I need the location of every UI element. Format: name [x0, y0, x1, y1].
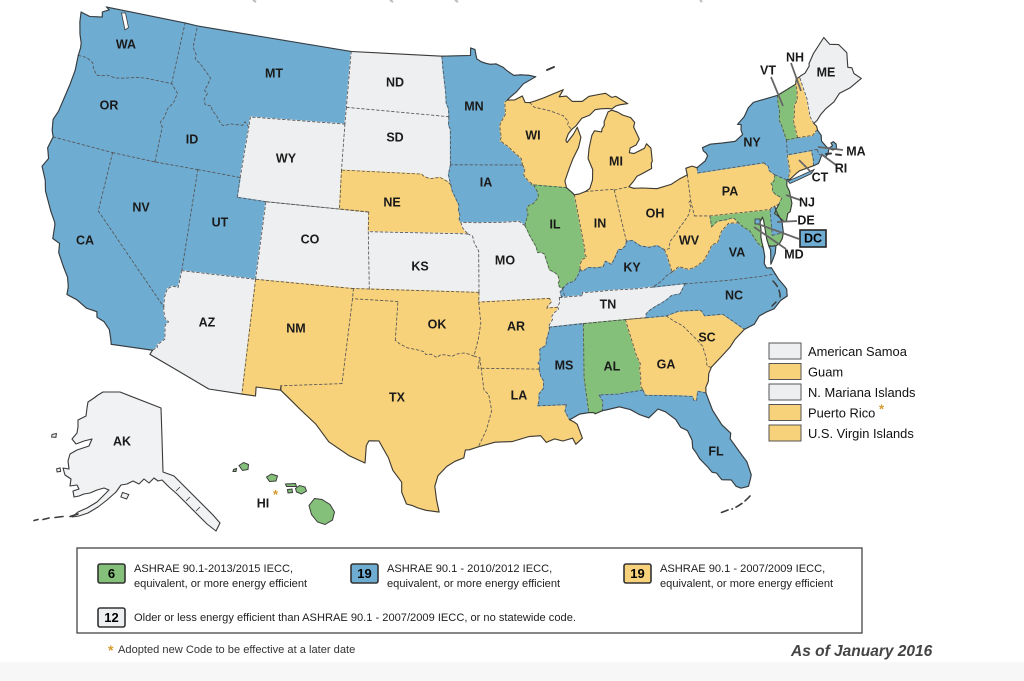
svg-text:VT: VT [760, 64, 776, 78]
svg-text:Adopted new Code to be effecti: Adopted new Code to be effective at a la… [118, 644, 355, 656]
svg-text:TN: TN [600, 298, 617, 312]
svg-text:NM: NM [286, 322, 305, 336]
svg-text:N. Mariana Islands: N. Mariana Islands [808, 385, 915, 400]
svg-text:NH: NH [786, 51, 804, 65]
svg-text:equivalent, or more energy eff: equivalent, or more energy efficient [660, 578, 833, 590]
svg-text:DC: DC [804, 232, 822, 246]
svg-text:WY: WY [276, 152, 297, 166]
svg-text:KS: KS [411, 260, 428, 274]
svg-text:Puerto Rico *: Puerto Rico * [808, 402, 884, 421]
svg-text:ND: ND [386, 76, 404, 90]
svg-text:6: 6 [108, 566, 115, 581]
svg-text:NC: NC [725, 289, 743, 303]
svg-text:MI: MI [609, 155, 623, 169]
svg-text:equivalent, or more energy eff: equivalent, or more energy efficient [134, 578, 307, 590]
svg-text:19: 19 [630, 566, 644, 581]
svg-text:RI: RI [835, 162, 848, 176]
svg-text:AK: AK [113, 435, 131, 449]
svg-text:CT: CT [812, 171, 829, 185]
svg-text:U.S. Virgin Islands: U.S. Virgin Islands [808, 426, 914, 441]
svg-text:equivalent, or more energy eff: equivalent, or more energy efficient [387, 578, 560, 590]
svg-text:SD: SD [386, 131, 403, 145]
svg-text:MT: MT [265, 67, 283, 81]
svg-text:UT: UT [212, 216, 229, 230]
svg-text:SC: SC [698, 331, 715, 345]
svg-text:IA: IA [480, 176, 493, 190]
svg-text:AZ: AZ [199, 316, 216, 330]
svg-text:19: 19 [357, 566, 371, 581]
svg-text:KY: KY [623, 261, 641, 275]
svg-text:IN: IN [594, 217, 607, 231]
svg-text:DE: DE [797, 214, 814, 228]
svg-text:MO: MO [495, 254, 515, 268]
svg-text:GA: GA [657, 358, 676, 372]
svg-text:AL: AL [604, 360, 621, 374]
svg-text:NJ: NJ [799, 196, 815, 210]
svg-text:*: * [273, 487, 279, 502]
svg-text:12: 12 [104, 610, 118, 625]
svg-text:MD: MD [784, 248, 803, 262]
svg-text:HI: HI [257, 497, 270, 511]
svg-text:NY: NY [743, 136, 761, 150]
svg-text:NE: NE [383, 196, 400, 210]
svg-text:CA: CA [76, 234, 94, 248]
svg-text:MA: MA [846, 145, 865, 159]
svg-text:ASHRAE 90.1-2013/2015 IECC,: ASHRAE 90.1-2013/2015 IECC, [134, 563, 293, 575]
svg-text:AR: AR [507, 320, 525, 334]
svg-text:WI: WI [525, 129, 540, 143]
svg-text:LA: LA [511, 389, 528, 403]
svg-text:*: * [108, 642, 114, 658]
svg-text:WA: WA [116, 38, 136, 52]
svg-text:OH: OH [646, 207, 665, 221]
svg-text:IL: IL [549, 218, 560, 232]
svg-text:MN: MN [464, 100, 483, 114]
svg-text:As of January 2016: As of January 2016 [790, 643, 933, 660]
svg-text:ME: ME [817, 66, 836, 80]
svg-text:FL: FL [708, 445, 724, 459]
svg-text:MS: MS [555, 359, 574, 373]
svg-text:VA: VA [729, 246, 745, 260]
svg-text:CO: CO [301, 233, 320, 247]
svg-text:ASHRAE 90.1 - 2010/2012 IECC,: ASHRAE 90.1 - 2010/2012 IECC, [387, 563, 552, 575]
svg-text:Older or less energy efficient: Older or less energy efficient than ASHR… [134, 612, 576, 624]
svg-text:ASHRAE 90.1 - 2007/2009 IECC,: ASHRAE 90.1 - 2007/2009 IECC, [660, 563, 825, 575]
svg-text:OR: OR [100, 99, 119, 113]
svg-text:American Samoa: American Samoa [808, 344, 908, 359]
svg-text:ID: ID [186, 133, 199, 147]
svg-text:PA: PA [722, 185, 738, 199]
svg-text:TX: TX [389, 391, 406, 405]
svg-text:NV: NV [132, 201, 150, 215]
svg-text:OK: OK [428, 318, 447, 332]
svg-text:Guam: Guam [808, 365, 843, 380]
svg-text:WV: WV [679, 234, 700, 248]
